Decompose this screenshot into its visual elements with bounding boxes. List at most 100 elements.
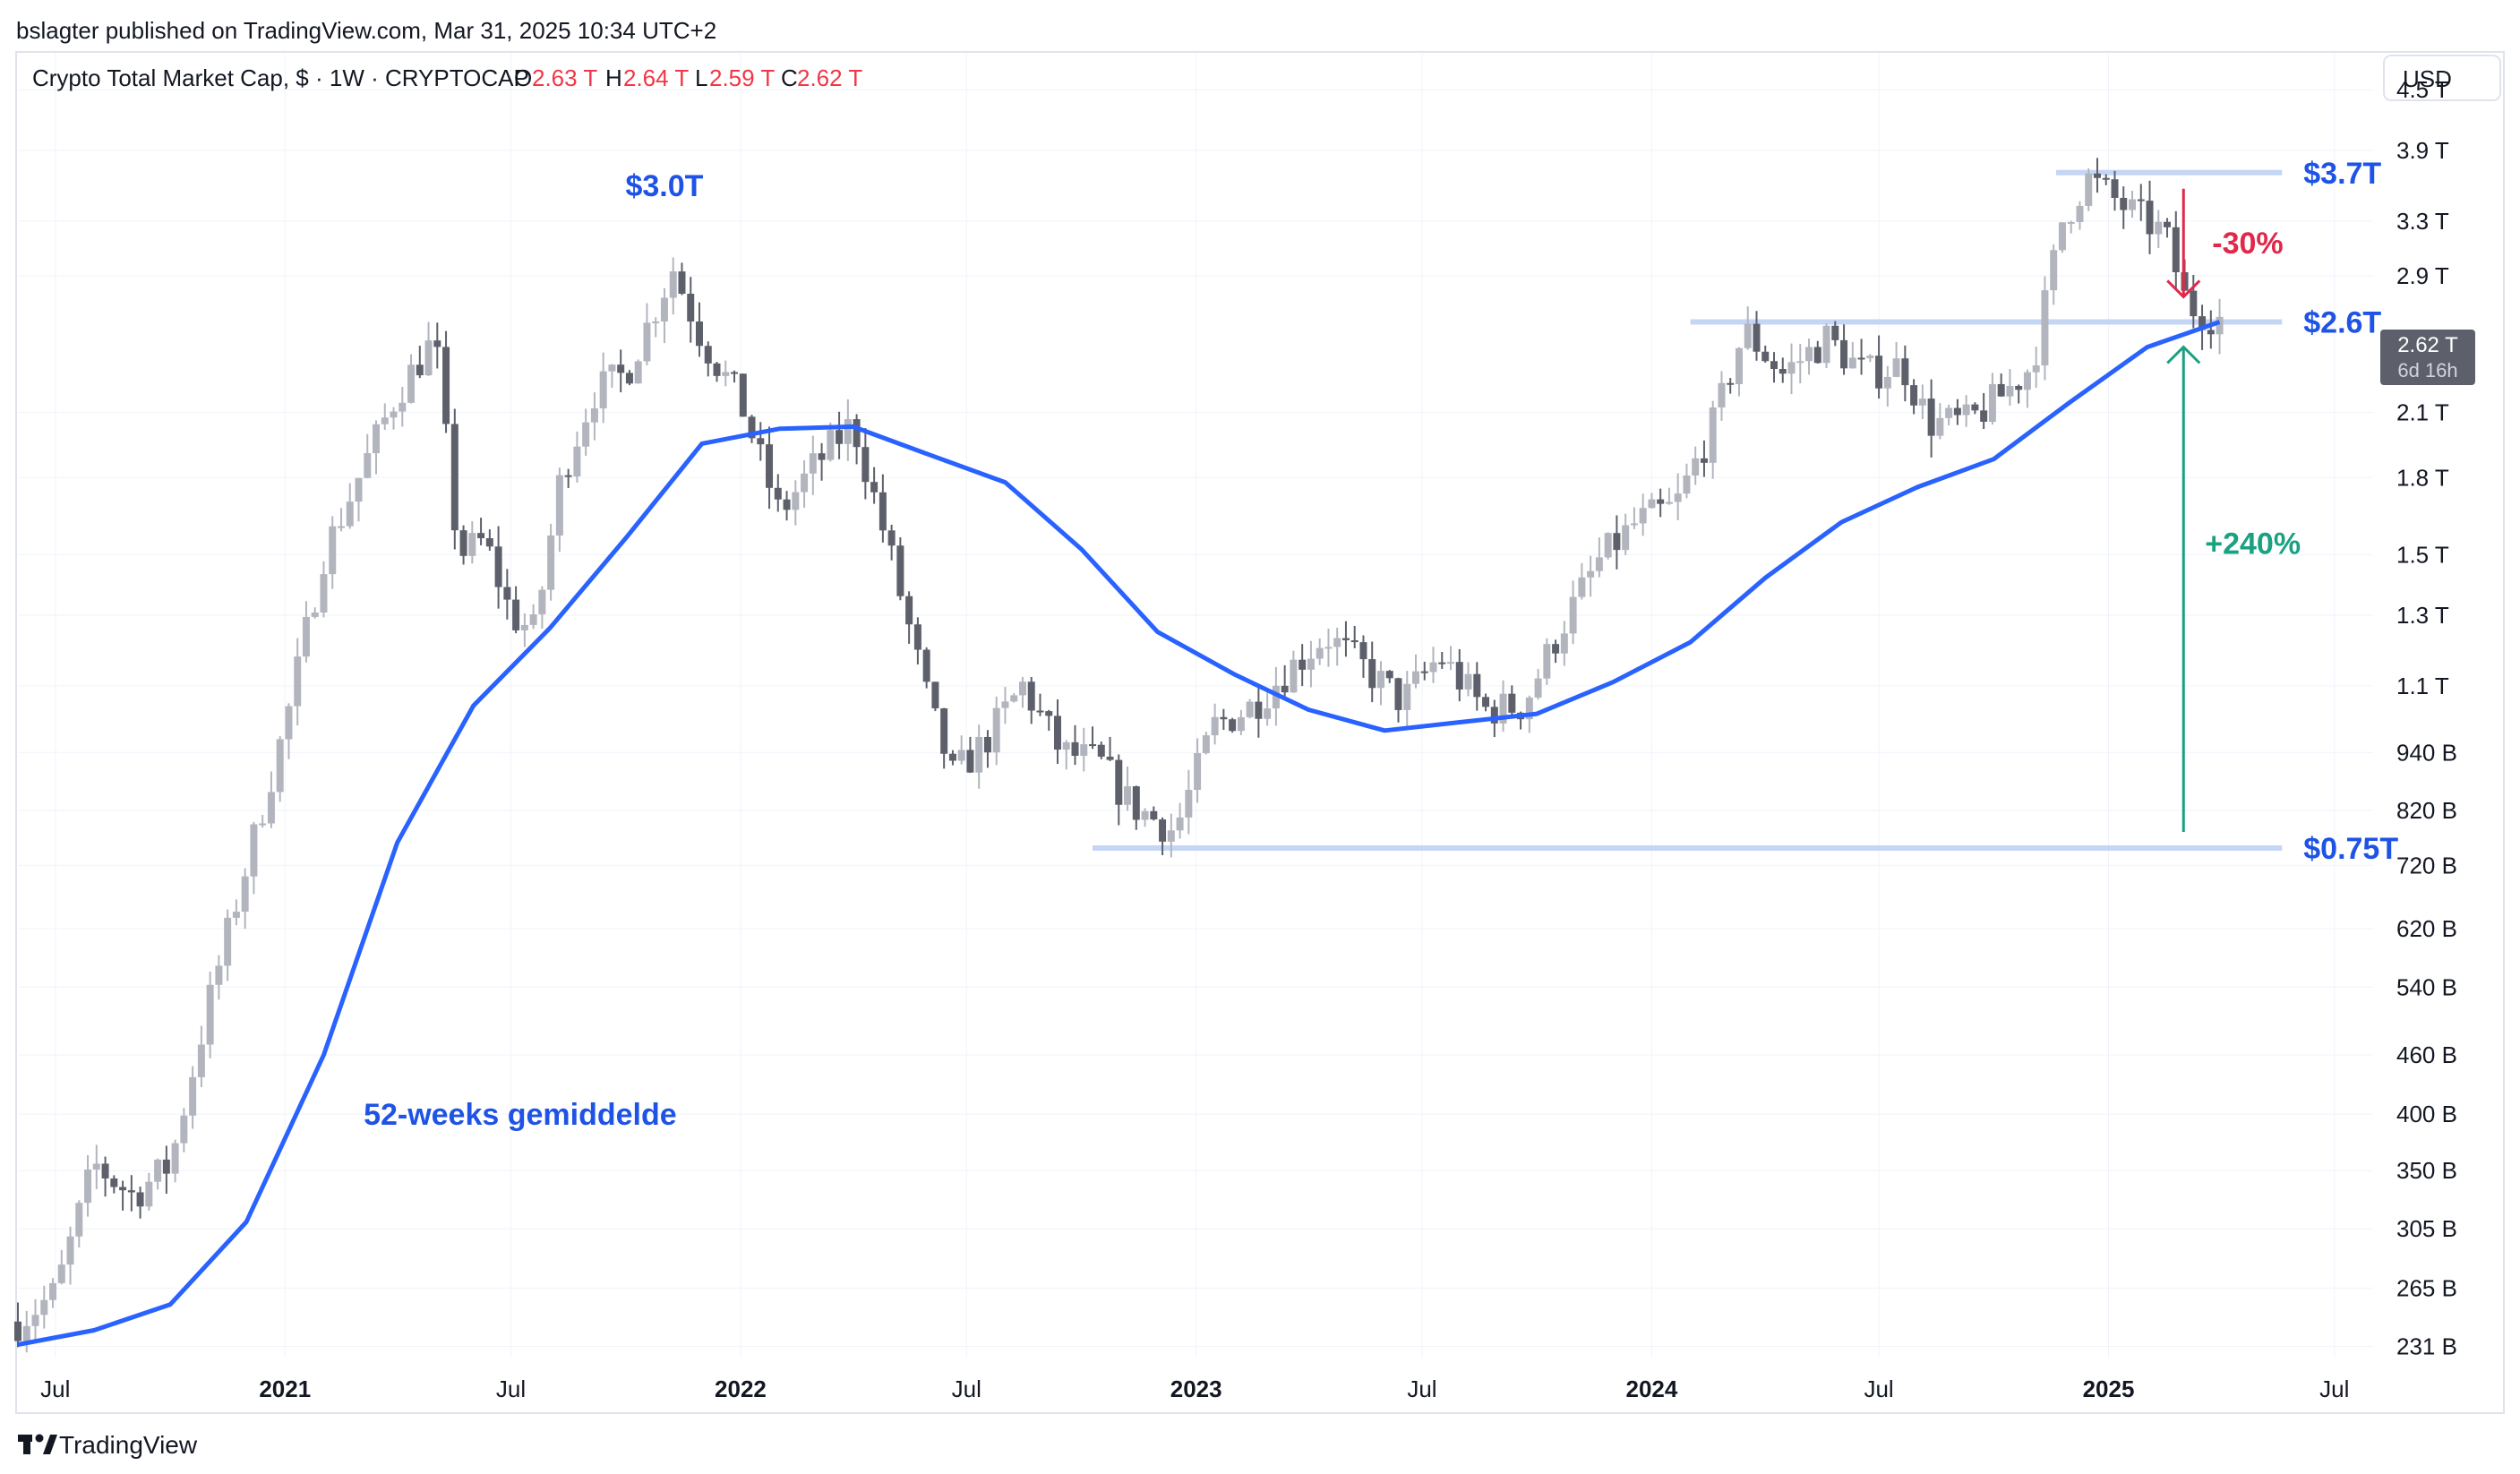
candle-body	[940, 707, 948, 754]
candle-body	[1674, 493, 1682, 502]
currency-button-label[interactable]: USD	[2403, 65, 2452, 92]
candle-body	[1534, 678, 1542, 698]
candle-body	[101, 1163, 109, 1178]
candle-body	[1560, 633, 1568, 654]
candles	[14, 158, 2224, 1353]
candle-body	[276, 739, 284, 793]
candle-body	[573, 446, 581, 476]
candle-body	[294, 656, 302, 707]
rally-label: +240%	[2205, 527, 2301, 561]
candle-body	[704, 346, 712, 364]
candle-body	[459, 530, 467, 556]
candle-body	[1255, 701, 1263, 719]
candle-body	[329, 526, 337, 575]
candle-body	[617, 364, 625, 373]
candle-body	[652, 321, 660, 323]
candle-body	[75, 1203, 83, 1237]
currency-button-frame[interactable]	[2383, 55, 2501, 101]
pane-border	[15, 51, 2505, 1414]
candle-body	[355, 477, 363, 502]
candle-body	[1918, 398, 1926, 406]
candle-body	[494, 546, 502, 587]
candle-body	[424, 340, 433, 376]
tradingview-logo[interactable]: TradingView	[18, 1431, 198, 1459]
candle-body	[836, 430, 844, 444]
candle-body	[2120, 197, 2128, 210]
moving-average-line	[17, 320, 2221, 1347]
candle-body	[1411, 671, 1419, 684]
candle-body	[1892, 358, 1900, 377]
candle-body	[232, 912, 240, 918]
candle-body	[84, 1169, 92, 1204]
x-tick-label: Jul	[952, 1375, 981, 1402]
candle-body	[1901, 358, 1909, 386]
drawdown-arrow-head	[2166, 279, 2201, 299]
candle-body	[905, 596, 913, 625]
candle-body	[136, 1192, 144, 1207]
candle-body	[948, 753, 956, 761]
candle-body	[2146, 201, 2154, 235]
currency-button[interactable]: USD	[2383, 55, 2501, 101]
candle-body	[14, 1321, 21, 1341]
candle-body	[844, 419, 852, 444]
candle-body	[783, 499, 791, 510]
y-tick-label: 940 B	[2396, 739, 2457, 766]
annotations: $3.7T $2.6T $0.75T $3.0T 52-weeks gemiddelde…	[364, 157, 2398, 1132]
level-label: $3.7T	[2303, 157, 2381, 191]
y-tick-label: 2.1 T	[2396, 398, 2449, 425]
candle-body	[1831, 325, 1839, 340]
ohlc-low-value: 2.59 T	[709, 64, 775, 91]
candle-body	[1595, 557, 1603, 571]
candle-body	[599, 371, 607, 409]
candle-body	[2015, 385, 2023, 390]
candle-body	[564, 475, 572, 477]
candle-body	[1840, 339, 1848, 369]
candle-body	[1455, 662, 1463, 690]
candle-body	[1316, 647, 1324, 659]
candle-body	[1438, 662, 1446, 664]
candle-body	[1246, 701, 1254, 717]
candle-body	[1473, 673, 1481, 698]
candle-body	[957, 750, 965, 761]
y-axis[interactable]: 4.5 T 3.9 T 3.3 T 2.9 T 2.1 T 1.8 T 1.5 T 1.3 T…	[2396, 76, 2457, 1359]
candle-body	[1971, 404, 1979, 411]
candle-body	[2137, 199, 2145, 201]
candle-body	[1229, 719, 1237, 732]
rally-arrow-head	[2166, 345, 2201, 364]
candle-body	[766, 444, 774, 488]
candle-body	[809, 453, 817, 474]
ohlc-close-value: 2.62 T	[797, 64, 862, 91]
candle-body	[171, 1143, 179, 1174]
candle-body	[241, 876, 249, 913]
candle-body	[931, 681, 939, 708]
candle-body	[1403, 683, 1411, 710]
candle-body	[503, 587, 511, 600]
ohlc-close-label: C	[781, 64, 798, 91]
candle-body	[590, 408, 598, 423]
candle-body	[1264, 708, 1272, 719]
plot-area[interactable]: $3.7T $2.6T $0.75T $3.0T 52-weeks gemiddelde…	[14, 54, 2398, 1358]
candle-body	[1464, 673, 1472, 690]
grid	[18, 54, 2373, 1358]
candle-body	[1194, 753, 1202, 791]
candle-body	[2102, 177, 2110, 180]
candle-body	[1001, 701, 1009, 708]
candle-body	[1141, 810, 1149, 820]
x-tick-label: 2021	[259, 1375, 311, 1402]
candle-body	[634, 361, 642, 384]
candle-body	[127, 1190, 135, 1193]
candle-body	[1290, 659, 1298, 693]
candle-body	[538, 589, 546, 615]
y-tick-label: 1.1 T	[2396, 673, 2449, 699]
x-tick-label: Jul	[1864, 1375, 1893, 1402]
candle-body	[1613, 533, 1621, 551]
candle-body	[722, 372, 730, 376]
candle-body	[1866, 356, 1874, 358]
candle-body	[442, 347, 450, 424]
candle-body	[1848, 357, 1856, 369]
candle-body	[1071, 741, 1079, 756]
candle-body	[189, 1076, 197, 1116]
candle-body	[896, 545, 904, 596]
x-axis[interactable]: Jul 2021 Jul 2022 Jul 2023 Jul 2024 Jul 2025 Jul	[40, 1375, 2349, 1402]
candle-body	[1115, 759, 1123, 805]
